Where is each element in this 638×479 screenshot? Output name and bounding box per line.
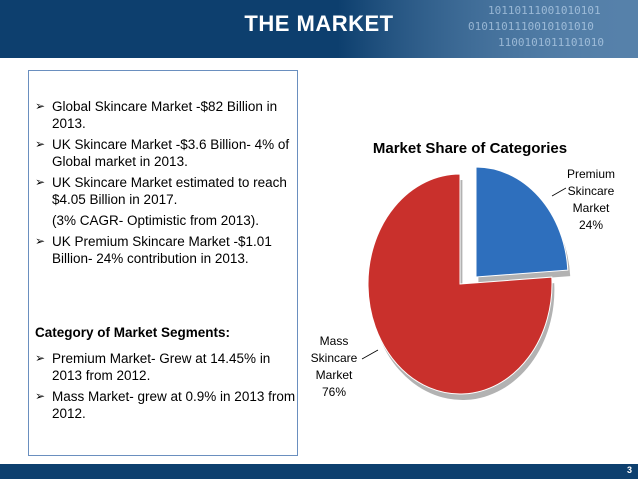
page-number: 3 <box>626 465 632 475</box>
binary-background-graphic: 10110111001010101 0101101110010101010 11… <box>338 0 638 58</box>
chart-title: Market Share of Categories <box>372 140 568 157</box>
list-item: ➢ UK Skincare Market -$3.6 Billion- 4% of… <box>35 136 297 170</box>
arrow-bullet-icon: ➢ <box>35 234 46 248</box>
segments-heading: Category of Market Segments: <box>35 325 231 340</box>
pie-slice-premium <box>475 166 569 278</box>
label-line: Premium <box>566 167 615 181</box>
svg-text:0101101110010101010: 0101101110010101010 <box>468 20 594 33</box>
list-item: ➢ UK Skincare Market estimated to reach $… <box>35 174 297 208</box>
bullet-text: UK Skincare Market estimated to reach $4… <box>52 175 287 207</box>
label-line: 76% <box>321 385 347 399</box>
segment-bullets: ➢ Premium Market- Grew at 14.45% in 2013 … <box>35 350 297 426</box>
arrow-bullet-icon: ➢ <box>35 99 46 113</box>
content-panel: ➢ Global Skincare Market -$82 Billion in … <box>28 70 298 456</box>
list-item: ➢ Global Skincare Market -$82 Billion in … <box>35 98 297 132</box>
premium-leader-line <box>551 187 567 197</box>
bullet-text: Mass Market- grew at 0.9% in 2013 from 2… <box>52 389 296 421</box>
svg-text:10110111001010101: 10110111001010101 <box>488 4 601 17</box>
bullet-text: UK Skincare Market -$3.6 Billion- 4% of … <box>52 137 290 169</box>
pie-slice-mass <box>367 173 553 395</box>
arrow-bullet-icon: ➢ <box>35 137 46 151</box>
market-bullets: ➢ Global Skincare Market -$82 Billion in … <box>35 98 297 271</box>
premium-slice-label: Premium Skincare Market 24% <box>555 166 627 234</box>
page-title: THE MARKET <box>244 11 394 36</box>
bullet-text: UK Premium Skincare Market -$1.01 Billio… <box>52 234 272 266</box>
pie-svg <box>361 166 571 400</box>
arrow-bullet-icon: ➢ <box>35 389 46 403</box>
label-line: Market <box>572 201 610 215</box>
bullet-text: Global Skincare Market -$82 Billion in 2… <box>52 99 278 131</box>
list-item: ➢ UK Premium Skincare Market -$1.01 Billi… <box>35 233 297 267</box>
list-item: ➢ Premium Market- Grew at 14.45% in 2013 … <box>35 350 297 384</box>
svg-text:1100101011101010: 1100101011101010 <box>498 36 604 49</box>
mass-slice-label: Mass Skincare Market 76% <box>300 333 368 401</box>
label-line: 24% <box>578 218 604 232</box>
bullet-text: Premium Market- Grew at 14.45% in 2013 f… <box>52 351 271 383</box>
list-item: ➢ Mass Market- grew at 0.9% in 2013 from … <box>35 388 297 422</box>
arrow-bullet-icon: ➢ <box>35 175 46 189</box>
footer-bar: 3 <box>0 464 638 479</box>
label-line: Skincare <box>567 184 615 198</box>
label-line: Market <box>315 368 353 382</box>
header-bar: 10110111001010101 0101101110010101010 11… <box>0 0 638 58</box>
label-line: Mass <box>319 334 349 348</box>
pie-chart: Market Share of Categories Premium Skinc… <box>300 132 630 452</box>
label-line: Skincare <box>310 351 358 365</box>
mass-leader-line <box>361 349 379 360</box>
arrow-bullet-icon: ➢ <box>35 351 46 365</box>
cagr-note: (3% CAGR- Optimistic from 2013). <box>52 213 260 228</box>
